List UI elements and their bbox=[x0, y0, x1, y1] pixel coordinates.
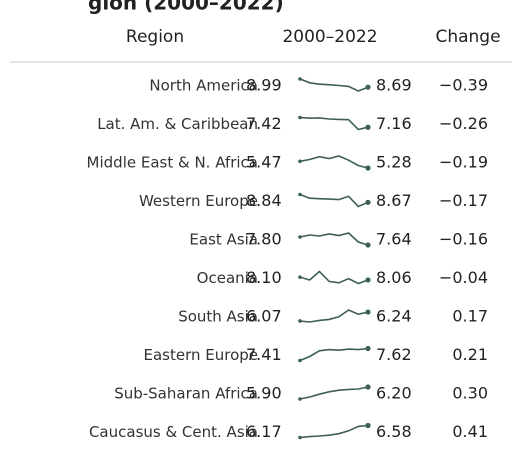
region: Sub-Saharan Africa bbox=[114, 385, 258, 403]
end-dot bbox=[365, 345, 371, 352]
title: gion (2000–2022) bbox=[88, 0, 284, 15]
region: Eastern Europe bbox=[143, 346, 258, 364]
change: −0.19 bbox=[439, 153, 488, 172]
end-dot bbox=[365, 124, 371, 130]
change: 0.17 bbox=[452, 307, 488, 326]
start-value: 7.41 bbox=[246, 345, 282, 364]
end-dot bbox=[365, 84, 371, 90]
start-dot bbox=[298, 435, 302, 440]
start-dot bbox=[298, 159, 302, 164]
sparkline bbox=[299, 155, 369, 169]
end-value: 8.67 bbox=[376, 191, 412, 210]
change: −0.04 bbox=[439, 268, 488, 287]
start-value: 7.42 bbox=[246, 114, 282, 133]
sparkline bbox=[299, 232, 369, 246]
start-dot bbox=[298, 397, 302, 401]
start-dot bbox=[298, 358, 302, 363]
end-dot bbox=[365, 165, 371, 171]
end-dot bbox=[365, 309, 371, 315]
end-value: 6.24 bbox=[376, 307, 412, 326]
start-dot bbox=[298, 275, 302, 279]
header-region: Region bbox=[126, 27, 184, 47]
change: −0.17 bbox=[439, 191, 488, 210]
start-value: 5.90 bbox=[246, 384, 282, 403]
sparkline bbox=[299, 347, 369, 362]
end-dot bbox=[365, 199, 371, 205]
sparkline bbox=[299, 78, 369, 92]
start-dot bbox=[298, 77, 302, 81]
change: −0.39 bbox=[439, 76, 488, 95]
start-dot bbox=[298, 115, 302, 120]
sparkline bbox=[299, 270, 369, 285]
start-value: 6.17 bbox=[246, 422, 282, 441]
end-dot bbox=[365, 422, 371, 429]
end-dot bbox=[365, 242, 371, 248]
region: Oceania bbox=[197, 269, 258, 287]
region: Lat. Am. & Caribbean bbox=[97, 115, 258, 133]
header-period: 2000–2022 bbox=[282, 27, 377, 47]
end-value: 6.58 bbox=[376, 422, 412, 441]
sparkline bbox=[299, 309, 369, 323]
region: Caucasus & Cent. Asia bbox=[89, 423, 258, 441]
change: −0.26 bbox=[439, 114, 488, 133]
sparkline bbox=[299, 386, 369, 400]
start-dot bbox=[298, 235, 302, 239]
start-dot bbox=[298, 319, 302, 323]
region: East Asia bbox=[189, 231, 258, 249]
end-value: 5.28 bbox=[376, 153, 412, 172]
start-dot bbox=[298, 192, 302, 197]
sparkline bbox=[299, 116, 369, 131]
end-value: 8.06 bbox=[376, 268, 412, 287]
start-value: 8.84 bbox=[246, 191, 282, 210]
end-value: 6.20 bbox=[376, 384, 412, 403]
start-value: 5.47 bbox=[246, 153, 282, 172]
region: North America bbox=[149, 77, 258, 95]
end-dot bbox=[365, 384, 371, 390]
end-value: 7.16 bbox=[376, 114, 412, 133]
sparkline bbox=[299, 193, 369, 208]
end-value: 7.62 bbox=[376, 345, 412, 364]
region: Middle East & N. Africa bbox=[87, 154, 258, 172]
sparkline bbox=[299, 424, 369, 439]
start-value: 7.80 bbox=[246, 230, 282, 249]
change: 0.30 bbox=[452, 384, 488, 403]
change: −0.16 bbox=[439, 230, 488, 249]
region: Western Europe bbox=[139, 192, 258, 210]
start-value: 8.99 bbox=[246, 76, 282, 95]
end-value: 8.69 bbox=[376, 76, 412, 95]
change: 0.41 bbox=[452, 422, 488, 441]
start-value: 6.07 bbox=[246, 307, 282, 326]
start-value: 8.10 bbox=[246, 268, 282, 287]
change: 0.21 bbox=[452, 345, 488, 364]
region: South Asia bbox=[178, 308, 258, 326]
end-value: 7.64 bbox=[376, 230, 412, 249]
header-change: Change bbox=[435, 27, 500, 47]
end-dot bbox=[365, 277, 371, 283]
